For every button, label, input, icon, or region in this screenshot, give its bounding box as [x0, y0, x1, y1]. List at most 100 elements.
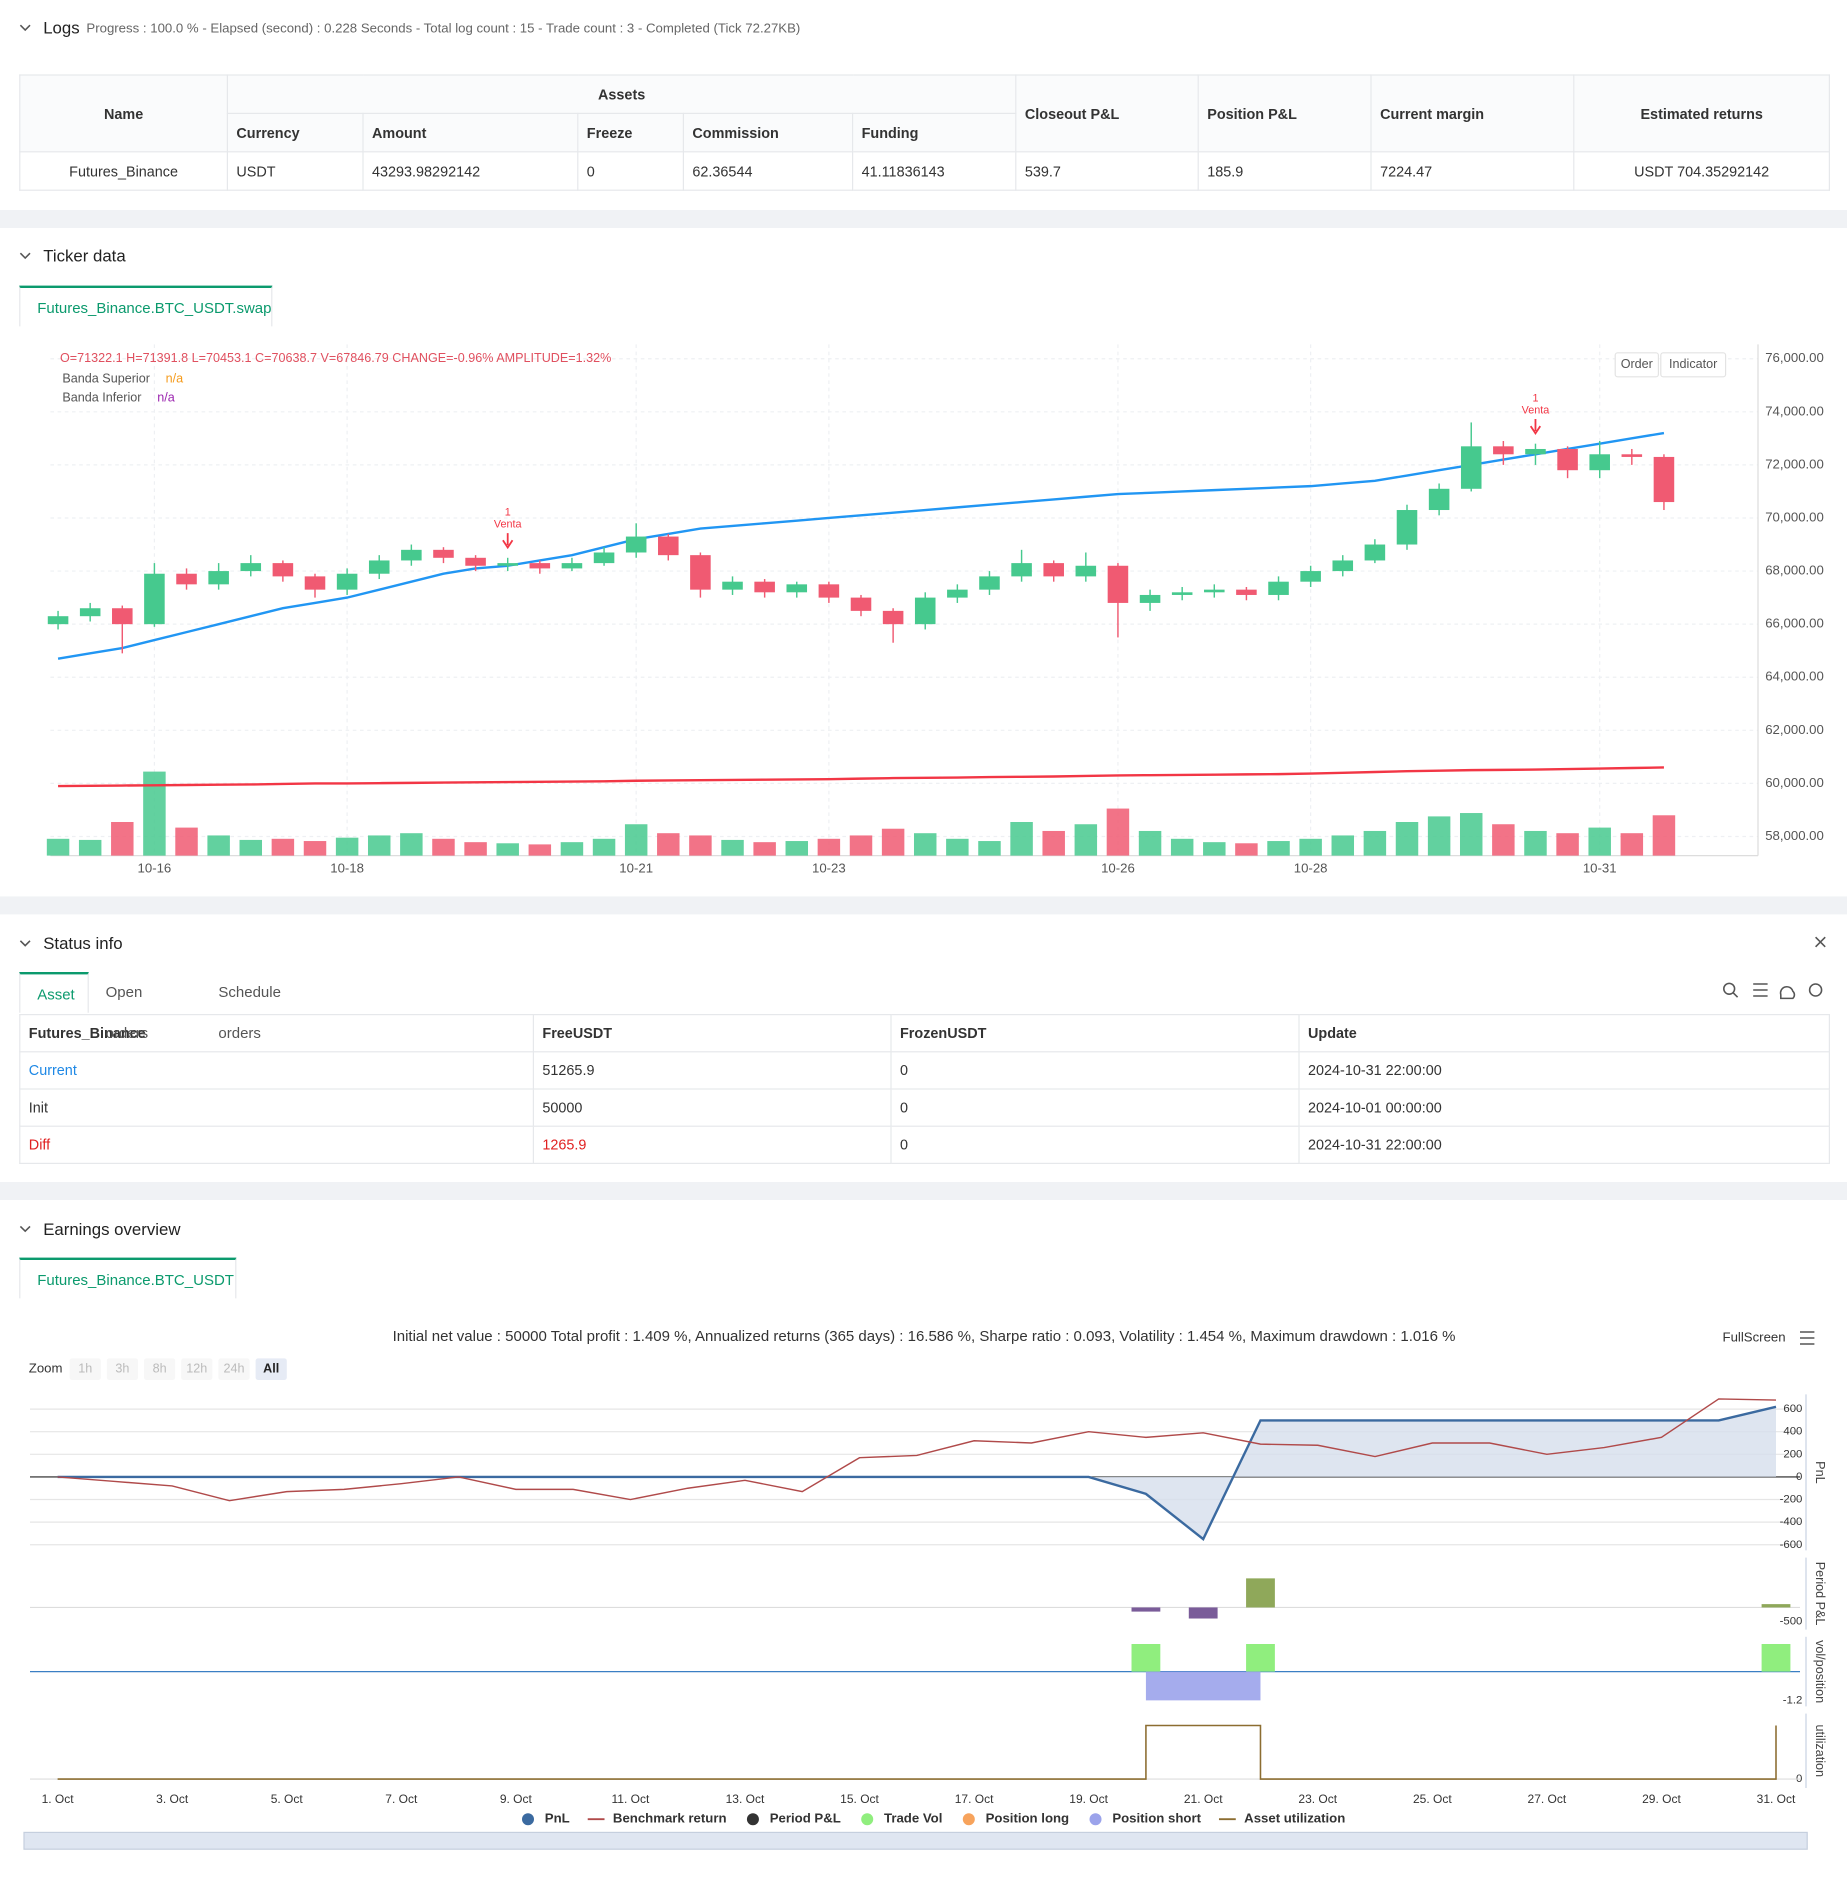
zoom-button-label: All — [263, 1362, 279, 1376]
x-tick-label: 25. Oct — [1413, 1792, 1452, 1806]
y-tick-label: 400 — [1783, 1426, 1802, 1438]
column-header: Position P&L — [1197, 74, 1372, 153]
y-tick-label: 64,000.00 — [1765, 669, 1824, 684]
legend-symbol — [1089, 1813, 1102, 1826]
navigator[interactable] — [23, 1831, 1808, 1850]
list-icon[interactable] — [1753, 983, 1768, 997]
volume-bar — [560, 842, 584, 856]
candle-body — [368, 560, 390, 574]
annotation-count: 1 — [1532, 392, 1538, 404]
x-tick-label: 10-18 — [330, 860, 364, 875]
volume-bar — [946, 838, 969, 856]
y-tick-label: 76,000.00 — [1765, 350, 1824, 365]
assets-table: Name Assets Closeout P&L Position P&L Curren… — [19, 74, 1831, 191]
column-header: Assets — [226, 74, 1017, 115]
x-tick-label: 10-28 — [1294, 860, 1328, 875]
zoom-button[interactable] — [144, 1358, 176, 1380]
candle-body — [850, 597, 872, 611]
table-cell: 7224.47 — [1370, 151, 1575, 191]
x-tick-label: 23. Oct — [1298, 1792, 1337, 1806]
volume-bar — [111, 822, 134, 856]
series-bar — [1246, 1578, 1275, 1608]
step-line — [57, 1724, 1777, 1780]
chart-button[interactable] — [1614, 352, 1660, 378]
data-row: Init 50000 0 2024-10-01 00:00:00 — [19, 1088, 1831, 1127]
panel-label: PnL — [1813, 1461, 1827, 1483]
volume-bar — [689, 835, 712, 856]
volume-bar — [785, 841, 809, 856]
ohlc-readout: O=71322.1 H=71391.8 L=70453.1 C=70638.7 … — [60, 351, 611, 365]
search-icon[interactable] — [1723, 982, 1736, 995]
earnings-tab[interactable]: Futures_Binance.BTC_USDT — [19, 1257, 237, 1299]
table-cell: 41.11836143 — [851, 151, 1017, 191]
zoom-button[interactable] — [255, 1358, 287, 1380]
y-tick-label: 62,000.00 — [1765, 722, 1824, 737]
zoom-button-label: 24h — [223, 1362, 244, 1376]
zoom-button[interactable] — [218, 1358, 250, 1380]
candle-body — [272, 563, 294, 577]
x-tick-label: 10-16 — [138, 860, 172, 875]
status-tab[interactable]: Schedule orders — [218, 984, 281, 1042]
zoom-button[interactable] — [69, 1358, 101, 1380]
collapse-icon[interactable] — [19, 24, 31, 32]
series-bar — [1246, 1644, 1275, 1672]
log-summary: Progress : 100.0 % - Elapsed (second) : … — [86, 21, 801, 36]
zoom-button-label: 8h — [153, 1362, 167, 1376]
volume-bar — [592, 838, 616, 856]
cloud-icon[interactable] — [1779, 985, 1796, 1000]
zoom-label: Zoom — [29, 1361, 63, 1376]
y-tick-label: 60,000.00 — [1765, 775, 1824, 790]
settings-icon[interactable] — [1808, 983, 1823, 997]
column-header: Current margin — [1370, 74, 1575, 153]
y-tick-label: 66,000.00 — [1765, 616, 1824, 631]
volume-bar — [1588, 827, 1611, 856]
y-tick-label: -600 — [1780, 1539, 1803, 1551]
menu-icon[interactable] — [1800, 1331, 1815, 1345]
search-icon[interactable] — [1732, 991, 1739, 998]
volume-bar — [400, 833, 423, 856]
table-cell: USDT 704.35292142 — [1573, 151, 1831, 191]
collapse-icon[interactable] — [19, 940, 31, 947]
x-tick-label: 13. Oct — [726, 1792, 765, 1806]
collapse-icon[interactable] — [19, 252, 31, 260]
separator — [0, 210, 1847, 229]
volume-bar — [1170, 838, 1194, 856]
status-tab[interactable]: Asset — [19, 972, 89, 1013]
zoom-button[interactable] — [181, 1358, 213, 1380]
expand-icon[interactable] — [1815, 936, 1826, 948]
candle-body — [1493, 446, 1514, 455]
x-tick-label: 10-21 — [619, 860, 653, 875]
volume-bar — [1395, 822, 1419, 856]
candle-body — [818, 584, 840, 598]
x-tick-label: 29. Oct — [1642, 1792, 1681, 1806]
candle-body — [1204, 589, 1225, 593]
y-tick-label: 68,000.00 — [1765, 563, 1824, 578]
zoom-button-label: 12h — [186, 1362, 207, 1376]
volume-bar — [1524, 830, 1547, 856]
volume-bar — [335, 837, 359, 856]
candle-body — [208, 571, 229, 585]
x-tick-label: 19. Oct — [1069, 1792, 1108, 1806]
candle-body — [79, 608, 101, 617]
x-tick-label: 15. Oct — [840, 1792, 879, 1806]
table-cell: 62.36544 — [682, 151, 854, 191]
legend-symbol — [861, 1813, 874, 1826]
ticker-tab[interactable]: Futures_Binance.BTC_USDT.swap — [19, 285, 273, 327]
volume-bar — [721, 839, 744, 856]
volume-bar — [1652, 815, 1676, 856]
candle-body — [176, 573, 197, 585]
chart-button[interactable] — [1660, 352, 1727, 378]
candle-body — [593, 552, 615, 564]
status-tab[interactable]: Open orders — [105, 984, 149, 1042]
candle-body — [240, 563, 262, 572]
table-cell: 0 — [577, 151, 685, 191]
collapse-icon[interactable] — [19, 1225, 31, 1233]
x-tick-label: 11. Oct — [612, 1792, 650, 1806]
y-tick-label: 72,000.00 — [1765, 456, 1824, 471]
table-cell: 539.7 — [1015, 151, 1199, 191]
volume-bar — [239, 839, 263, 856]
annotation-label: Venta — [1522, 404, 1550, 416]
candle-body — [304, 576, 326, 590]
x-tick-label: 10-26 — [1101, 860, 1135, 875]
zoom-button[interactable] — [106, 1358, 138, 1380]
